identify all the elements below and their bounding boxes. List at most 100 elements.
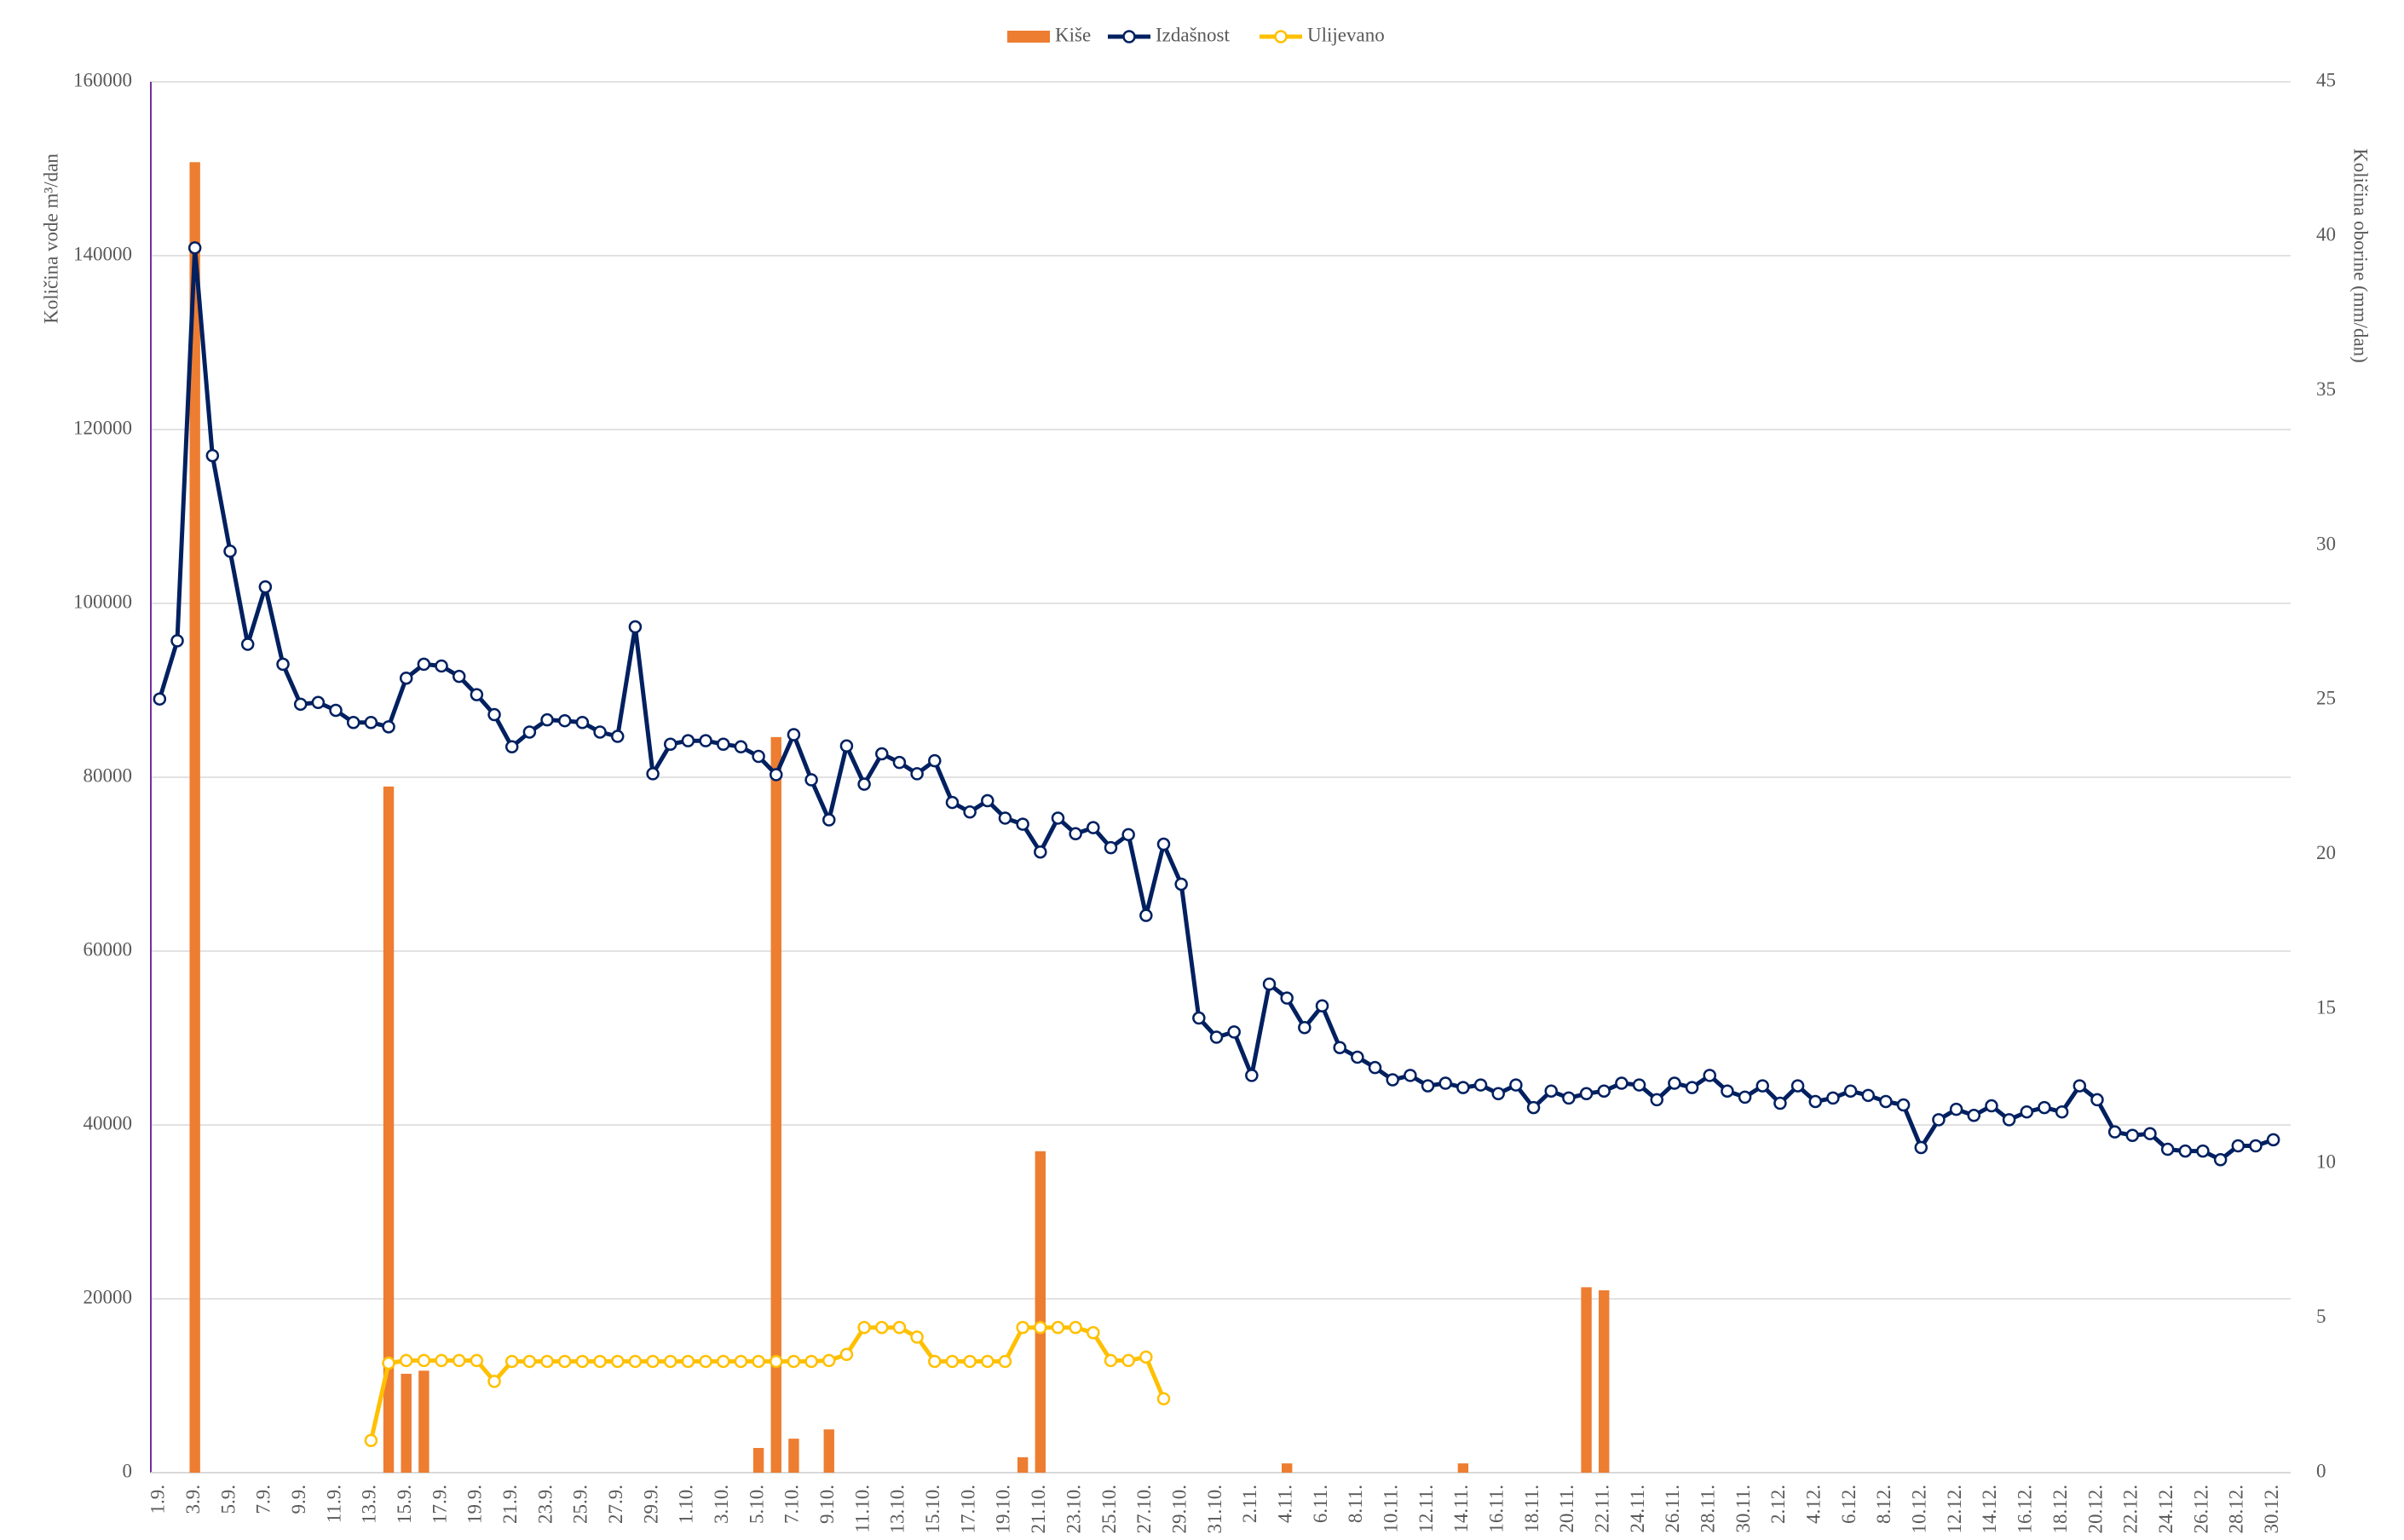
line-marker [734,1354,748,1369]
line-marker [1087,1326,1100,1340]
line-marker [557,1354,572,1369]
x-tick-label: 24.11. [1627,1485,1648,1533]
x-tick-label: 15.9. [394,1485,415,1524]
y2-tick-label: 30 [2316,533,2336,554]
x-tick-label: 5.10. [746,1485,767,1524]
x-tick-label: 23.9. [534,1485,556,1524]
y2-tick-label: 5 [2316,1306,2326,1327]
line-marker [258,580,273,594]
line-marker [435,659,448,673]
bar [752,1447,764,1473]
line-marker [2160,1142,2175,1156]
y-axis-title: Količina vode m³/dan [40,153,61,324]
bar [401,1373,412,1473]
line-marker [1668,1076,1681,1090]
bar [1581,1287,1592,1473]
x-tick-label: 21.10. [1028,1485,1049,1534]
line-marker [1139,908,1153,922]
line-marker [963,805,977,819]
x-tick-label: 20.12. [2084,1485,2106,1534]
line-marker [1949,1102,1963,1116]
legend-label: Izdašnost [1156,24,1230,45]
line-marker [452,1353,466,1368]
line-marker [998,1354,1012,1369]
line-marker [557,713,572,728]
line-marker [1034,1320,1047,1335]
y2-tick-label: 0 [2316,1460,2326,1481]
line-marker [2038,1100,2051,1115]
bar [1457,1463,1469,1473]
y2-tick-label: 15 [2316,996,2336,1018]
line-marker [293,697,308,712]
line-marker [1438,1076,1452,1090]
line-marker [1227,1025,1241,1039]
y-tick-label: 120000 [73,417,132,438]
x-tick-label: 25.10. [1098,1485,1120,1534]
line-marker [1650,1093,1663,1107]
line-marker [1790,1079,1805,1093]
x-tick-label: 11.9. [323,1485,344,1523]
line-marker [875,747,889,761]
x-tick-label: 14.11. [1450,1485,1472,1533]
line-marker [1509,1078,1523,1092]
line-marker [857,1320,871,1335]
line-marker [1104,1353,1118,1368]
x-tick-label: 24.12. [2155,1485,2176,1534]
y2-tick-label: 20 [2316,842,2336,863]
bar [1017,1456,1029,1473]
x-tick-label: 27.9. [605,1485,626,1524]
line-marker [170,634,184,648]
line-marker [1209,1030,1224,1044]
line-marker [1192,1011,1206,1025]
line-marker [892,755,907,770]
line-marker [1843,1084,1858,1098]
x-tick-label: 30.11. [1732,1485,1754,1533]
line-marker [1985,1099,1998,1113]
line-marker [452,669,466,683]
line-marker [2055,1105,2069,1119]
line-marker [734,740,748,754]
x-tick-label: 29.9. [640,1485,661,1524]
line-marker [945,1354,960,1369]
line-marker [646,767,660,781]
x-tick-label: 2.12. [1767,1485,1789,1524]
line-marker [540,1354,554,1369]
line-marker [770,768,783,782]
line-marker [540,712,554,727]
line-marker [1016,817,1029,831]
line-marker [1262,978,1277,991]
x-tick-label: 22.12. [2120,1485,2142,1534]
line-marker [417,1353,431,1368]
line-marker [2143,1127,2157,1140]
line-marker [1087,821,1100,834]
line-marker [470,688,484,701]
line-marker [2073,1079,2087,1093]
x-tick-label: 19.9. [464,1485,486,1524]
y2-tick-label: 25 [2316,688,2336,709]
line-marker [1333,1041,1346,1054]
line-marker [1069,827,1082,841]
x-tick-label: 29.10. [1168,1485,1190,1534]
y2-tick-label: 10 [2316,1151,2336,1173]
y2-axis-title: Količina oborine (mm/dan) [2350,148,2372,363]
legend-marker [1274,30,1288,43]
line-marker [1016,1320,1029,1335]
y-tick-label: 100000 [73,591,132,612]
line-marker [2213,1153,2228,1167]
x-tick-label: 27.10. [1133,1485,1155,1534]
y-tick-label: 160000 [73,69,132,90]
x-tick-label: 4.11. [1274,1485,1295,1523]
line-marker [928,753,942,768]
line-marker [1632,1078,1646,1092]
y2-tick-label: 35 [2316,378,2336,400]
x-tick-label: 4.12. [1803,1485,1825,1524]
x-tick-label: 13.10. [887,1485,908,1534]
legend-label: Ulijevano [1307,24,1385,45]
x-tick-label: 1.10. [676,1485,697,1524]
x-tick-label: 2.11. [1239,1485,1260,1523]
legend-item: Izdašnost [1108,24,1230,45]
line-marker [1932,1113,1946,1127]
y2-tick-label: 45 [2316,69,2336,90]
x-tick-label: 23.10. [1063,1485,1084,1534]
